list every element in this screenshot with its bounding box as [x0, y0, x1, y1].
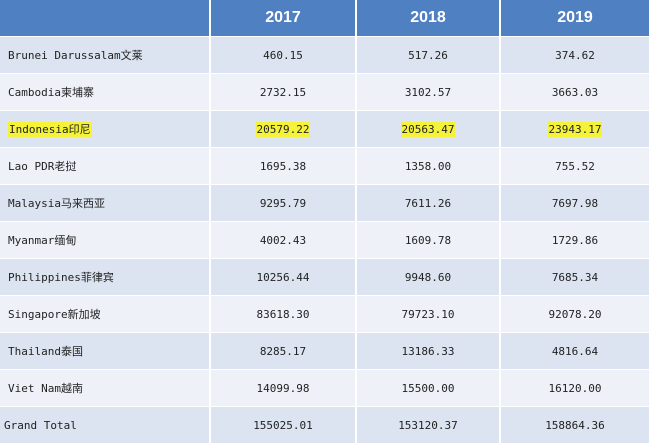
value-2018: 9948.60: [356, 259, 500, 296]
value-2017: 1695.38: [210, 148, 356, 185]
value-2018: 15500.00: [356, 370, 500, 407]
table-row-highlighted: Indonesia印尼 20579.22 20563.47 23943.17: [0, 111, 649, 148]
value-2017: 4002.43: [210, 222, 356, 259]
value-2019: 92078.20: [500, 296, 649, 333]
total-2017: 155025.01: [210, 407, 356, 443]
country-cell: Brunei Darussalam文莱: [0, 37, 210, 74]
header-year-2017: 2017: [210, 0, 356, 37]
value-2017: 83618.30: [210, 296, 356, 333]
value-2018: 20563.47: [356, 111, 500, 148]
header-row: 2017 2018 2019: [0, 0, 649, 37]
value-2018: 79723.10: [356, 296, 500, 333]
country-cell: Malaysia马来西亚: [0, 185, 210, 222]
value-2019: 23943.17: [500, 111, 649, 148]
value-2017: 8285.17: [210, 333, 356, 370]
value-2019: 755.52: [500, 148, 649, 185]
value-2018: 1358.00: [356, 148, 500, 185]
value-2017: 20579.22: [210, 111, 356, 148]
value-2017: 460.15: [210, 37, 356, 74]
value-2019: 374.62: [500, 37, 649, 74]
country-cell: Philippines菲律宾: [0, 259, 210, 296]
table-row: Thailand泰国 8285.17 13186.33 4816.64: [0, 333, 649, 370]
table-body: Brunei Darussalam文莱 460.15 517.26 374.62…: [0, 37, 649, 443]
country-cell: Indonesia印尼: [0, 111, 210, 148]
value-2018: 13186.33: [356, 333, 500, 370]
table-header: 2017 2018 2019: [0, 0, 649, 37]
header-year-2018: 2018: [356, 0, 500, 37]
table-row: Philippines菲律宾 10256.44 9948.60 7685.34: [0, 259, 649, 296]
value-2017: 14099.98: [210, 370, 356, 407]
value-2017: 10256.44: [210, 259, 356, 296]
highlighted-text: Indonesia印尼: [8, 122, 92, 137]
highlighted-text: 23943.17: [548, 122, 603, 137]
grand-total-row: Grand Total 155025.01 153120.37 158864.3…: [0, 407, 649, 443]
table-row: Malaysia马来西亚 9295.79 7611.26 7697.98: [0, 185, 649, 222]
country-cell: Singapore新加坡: [0, 296, 210, 333]
header-country-cell: [0, 0, 210, 37]
total-2018: 153120.37: [356, 407, 500, 443]
country-cell: Thailand泰国: [0, 333, 210, 370]
value-2019: 3663.03: [500, 74, 649, 111]
table-row: Lao PDR老挝 1695.38 1358.00 755.52: [0, 148, 649, 185]
country-cell: Myanmar缅甸: [0, 222, 210, 259]
header-year-2019: 2019: [500, 0, 649, 37]
total-2019: 158864.36: [500, 407, 649, 443]
highlighted-text: 20563.47: [401, 122, 456, 137]
country-cell: Lao PDR老挝: [0, 148, 210, 185]
value-2019: 1729.86: [500, 222, 649, 259]
table-row: Brunei Darussalam文莱 460.15 517.26 374.62: [0, 37, 649, 74]
country-cell: Viet Nam越南: [0, 370, 210, 407]
country-cell: Cambodia柬埔寨: [0, 74, 210, 111]
grand-total-label: Grand Total: [0, 407, 210, 443]
value-2019: 7697.98: [500, 185, 649, 222]
value-2018: 517.26: [356, 37, 500, 74]
value-2018: 7611.26: [356, 185, 500, 222]
table-row: Viet Nam越南 14099.98 15500.00 16120.00: [0, 370, 649, 407]
value-2019: 7685.34: [500, 259, 649, 296]
value-2018: 3102.57: [356, 74, 500, 111]
table-row: Singapore新加坡 83618.30 79723.10 92078.20: [0, 296, 649, 333]
table-row: Cambodia柬埔寨 2732.15 3102.57 3663.03: [0, 74, 649, 111]
value-2019: 16120.00: [500, 370, 649, 407]
value-2017: 9295.79: [210, 185, 356, 222]
table-row: Myanmar缅甸 4002.43 1609.78 1729.86: [0, 222, 649, 259]
highlighted-text: 20579.22: [256, 122, 311, 137]
value-2017: 2732.15: [210, 74, 356, 111]
value-2018: 1609.78: [356, 222, 500, 259]
value-2019: 4816.64: [500, 333, 649, 370]
